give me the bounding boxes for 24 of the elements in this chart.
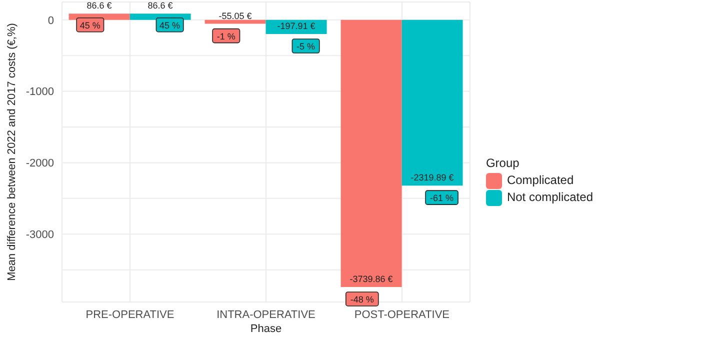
legend-title: Group xyxy=(486,156,520,170)
annotation: -61 % xyxy=(430,193,454,204)
annotation: -48 % xyxy=(350,294,374,304)
data-label: 86.6 € xyxy=(86,0,112,11)
y-tick-label: -1000 xyxy=(26,86,54,98)
annotation: -5 % xyxy=(296,41,316,52)
data-label: -55.05 € xyxy=(218,10,252,21)
legend-label: Complicated xyxy=(506,172,574,189)
annotation: 45 % xyxy=(160,20,180,30)
data-label: 86.6 € xyxy=(148,0,173,11)
data-label: -2319.89 € xyxy=(410,172,454,183)
data-label: -3739.86 € xyxy=(350,274,393,284)
y-tick-label: -3000 xyxy=(26,229,54,242)
y-axis-title: Mean difference between 2022 and 2017 costs (€,%) xyxy=(6,23,18,281)
legend-label: Not complicated xyxy=(506,189,593,206)
y-tick-label: 0 xyxy=(48,14,54,27)
x-tick-label: POST-OPERATIVE xyxy=(354,308,450,321)
data-label: -197.91 € xyxy=(277,20,316,31)
y-tick-label: -2000 xyxy=(26,158,54,170)
annotation: 45 % xyxy=(80,20,100,30)
x-axis-title: Phase xyxy=(250,323,282,335)
x-tick-label: INTRA-OPERATIVE xyxy=(216,308,316,321)
x-tick-label: PRE-OPERATIVE xyxy=(86,308,174,321)
annotation: -1 % xyxy=(216,31,236,42)
